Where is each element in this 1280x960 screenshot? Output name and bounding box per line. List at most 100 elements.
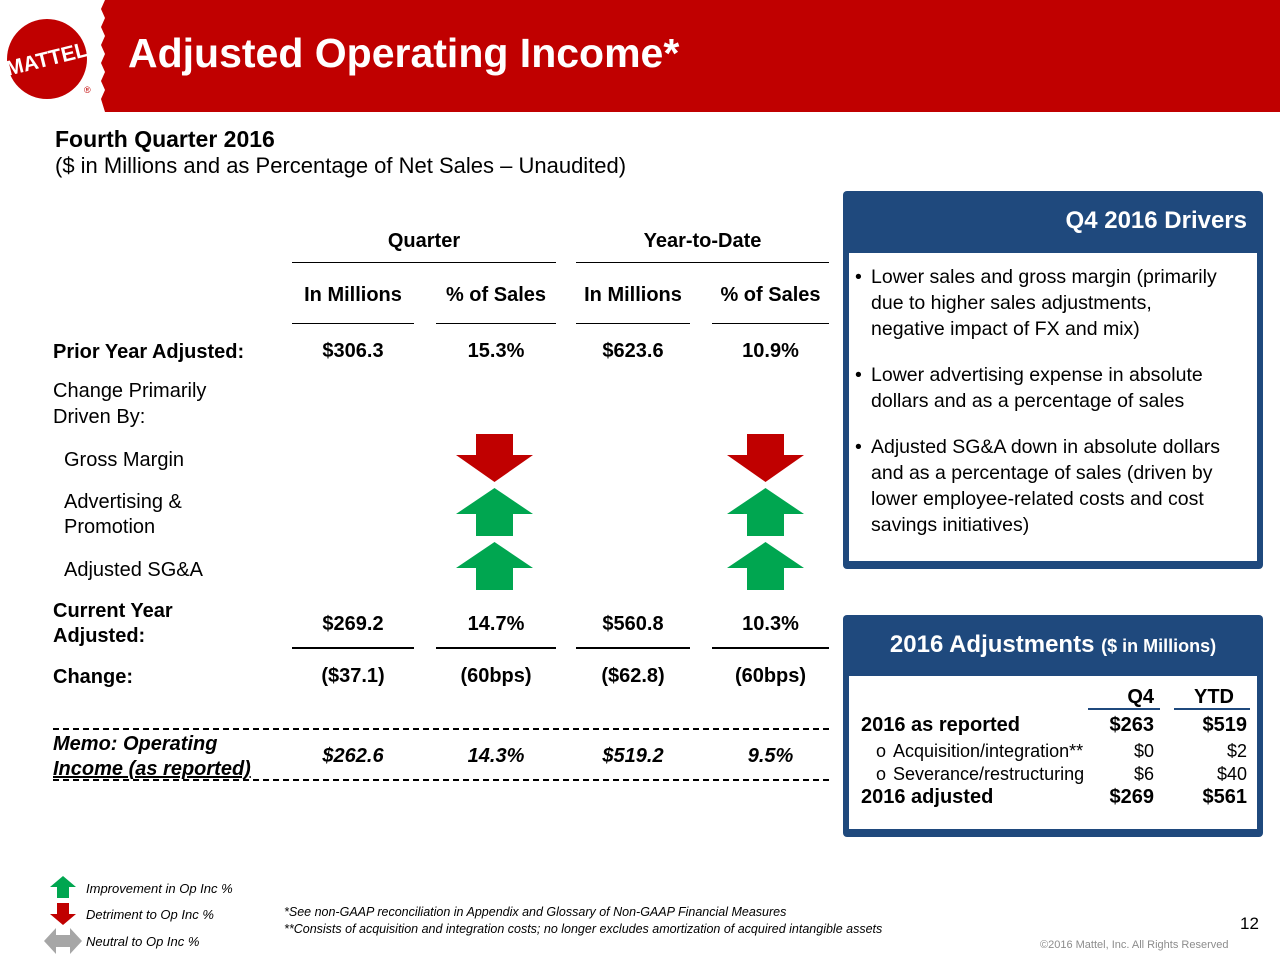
- row-label-current-year-line2: Adjusted:: [53, 625, 146, 647]
- footnote-non-gaap: *See non-GAAP reconciliation in Appendix…: [284, 905, 787, 919]
- adj-row-label: Severance/restructuring: [893, 764, 1085, 784]
- divider: [712, 323, 829, 324]
- driver-label-advertising-line2: Promotion: [64, 516, 156, 538]
- current-ytd-pct: 10.3%: [742, 613, 799, 635]
- registered-mark: ®: [84, 85, 91, 95]
- adj-row-q4: $269: [1109, 786, 1155, 808]
- adjustments-title: 2016 Adjustments ($ in Millions): [843, 631, 1263, 659]
- slide-title: Adjusted Operating Income*: [128, 30, 680, 76]
- memo-q-millions: $262.6: [322, 745, 384, 767]
- adjustments-panel-body: [849, 676, 1257, 829]
- col-header-q-pct: % of Sales: [445, 284, 547, 306]
- drivers-panel-body: [849, 253, 1257, 561]
- page-number: 12: [1240, 914, 1259, 933]
- adj-col-header-ytd: YTD: [1194, 686, 1234, 708]
- row-label-change: Change:: [53, 666, 133, 688]
- divider: [576, 647, 690, 649]
- driver-label-sga: Adjusted SG&A: [64, 559, 203, 581]
- bullet-marker: •: [855, 364, 862, 386]
- dashed-divider: [53, 779, 829, 781]
- arrow-down-icon: [727, 434, 804, 482]
- bullet-line: and as a percentage of sales (driven by: [871, 462, 1213, 484]
- driver-bullet: • Lower advertising expense in absolute …: [855, 362, 1255, 414]
- row-label-current-year-line1: Current Year: [53, 600, 173, 622]
- group-header-quarter: Quarter: [387, 230, 461, 252]
- divider: [292, 323, 414, 324]
- change-ytd-millions: ($62.8): [601, 665, 665, 687]
- header-band: [0, 0, 1280, 112]
- legend-improvement: Improvement in Op Inc %: [86, 881, 233, 896]
- adj-row-ytd: $561: [1202, 786, 1248, 808]
- current-q-pct: 14.7%: [467, 613, 525, 635]
- bullet-line: Adjusted SG&A down in absolute dollars: [871, 436, 1221, 458]
- arrow-down-icon: [456, 434, 533, 482]
- adjustments-title-main: 2016 Adjustments: [889, 631, 1095, 658]
- bullet-line: negative impact of FX and mix): [871, 318, 1140, 340]
- adj-row-label: 2016 adjusted: [861, 786, 994, 808]
- bullet-line: dollars and as a percentage of sales: [871, 390, 1185, 412]
- adj-sub-bullet: o: [876, 764, 887, 784]
- arrow-up-icon: [456, 488, 533, 536]
- memo-q-pct: 14.3%: [467, 745, 525, 767]
- adj-sub-bullet: o: [876, 741, 887, 761]
- adj-row-ytd: $40: [1216, 764, 1247, 784]
- divider: [436, 323, 556, 324]
- divider: [1088, 708, 1160, 710]
- arrow-up-icon: [727, 542, 804, 590]
- divider: [436, 647, 556, 649]
- mattel-logo: MATTEL ®: [0, 0, 115, 112]
- legend-arrow-down-icon: [50, 903, 76, 925]
- divider: [576, 262, 829, 263]
- adj-col-header-q4: Q4: [1127, 686, 1154, 708]
- col-header-ytd-millions: In Millions: [584, 284, 682, 306]
- adj-row-label: Acquisition/integration**: [893, 741, 1084, 761]
- prior-ytd-pct: 10.9%: [742, 340, 799, 362]
- divider: [292, 262, 556, 263]
- driver-label-advertising-line1: Advertising &: [64, 491, 182, 513]
- memo-ytd-pct: 9.5%: [747, 745, 794, 767]
- divider: [576, 323, 690, 324]
- adj-row-q4: $6: [1133, 764, 1154, 784]
- bullet-line: savings initiatives): [871, 514, 1030, 536]
- change-ytd-pct: (60bps): [734, 665, 807, 687]
- col-header-q-millions: In Millions: [304, 284, 402, 306]
- current-ytd-millions: $560.8: [602, 613, 664, 635]
- bullet-marker: •: [855, 436, 862, 458]
- adj-row-label: 2016 as reported: [861, 714, 1020, 736]
- bullet-line: due to higher sales adjustments,: [871, 292, 1152, 314]
- row-label-prior-year: Prior Year Adjusted:: [53, 341, 245, 363]
- bullet-line: lower employee-related costs and cost: [871, 488, 1204, 510]
- adjustments-title-units: ($ in Millions): [1101, 636, 1217, 656]
- prior-q-pct: 15.3%: [467, 340, 525, 362]
- memo-ytd-millions: $519.2: [602, 745, 664, 767]
- arrow-up-icon: [456, 542, 533, 590]
- driver-bullet: • Lower sales and gross margin (primaril…: [855, 264, 1255, 342]
- bullet-line: Lower sales and gross margin (primarily: [871, 266, 1217, 288]
- divider: [712, 647, 829, 649]
- change-driven-line2: Driven By:: [53, 406, 146, 428]
- driver-bullet: • Adjusted SG&A down in absolute dollars…: [855, 434, 1255, 538]
- prior-ytd-millions: $623.6: [602, 340, 664, 362]
- change-q-pct: (60bps): [460, 665, 532, 687]
- row-label-memo-line1: Memo: Operating: [53, 733, 218, 755]
- divider: [292, 647, 414, 649]
- adj-row-ytd: $2: [1226, 741, 1247, 761]
- change-q-millions: ($37.1): [321, 665, 385, 687]
- bullet-marker: •: [855, 266, 862, 288]
- current-q-millions: $269.2: [322, 613, 384, 635]
- legend-neutral: Neutral to Op Inc %: [86, 934, 200, 949]
- adj-row-q4: $263: [1109, 714, 1155, 736]
- col-header-ytd-pct: % of Sales: [720, 284, 821, 306]
- divider: [1174, 708, 1250, 710]
- driver-label-gross-margin: Gross Margin: [64, 449, 185, 471]
- arrow-up-icon: [727, 488, 804, 536]
- copyright: ©2016 Mattel, Inc. All Rights Reserved: [1040, 939, 1229, 951]
- row-label-memo-line2: Income (as reported): [53, 758, 251, 780]
- prior-q-millions: $306.3: [322, 340, 384, 362]
- footnote-acquisition: **Consists of acquisition and integratio…: [284, 922, 883, 936]
- change-driven-line1: Change Primarily: [53, 380, 207, 402]
- legend-detriment: Detriment to Op Inc %: [86, 907, 214, 922]
- legend-arrow-up-icon: [50, 876, 76, 898]
- dashed-divider: [53, 728, 829, 730]
- units-note: ($ in Millions and as Percentage of Net …: [55, 153, 627, 178]
